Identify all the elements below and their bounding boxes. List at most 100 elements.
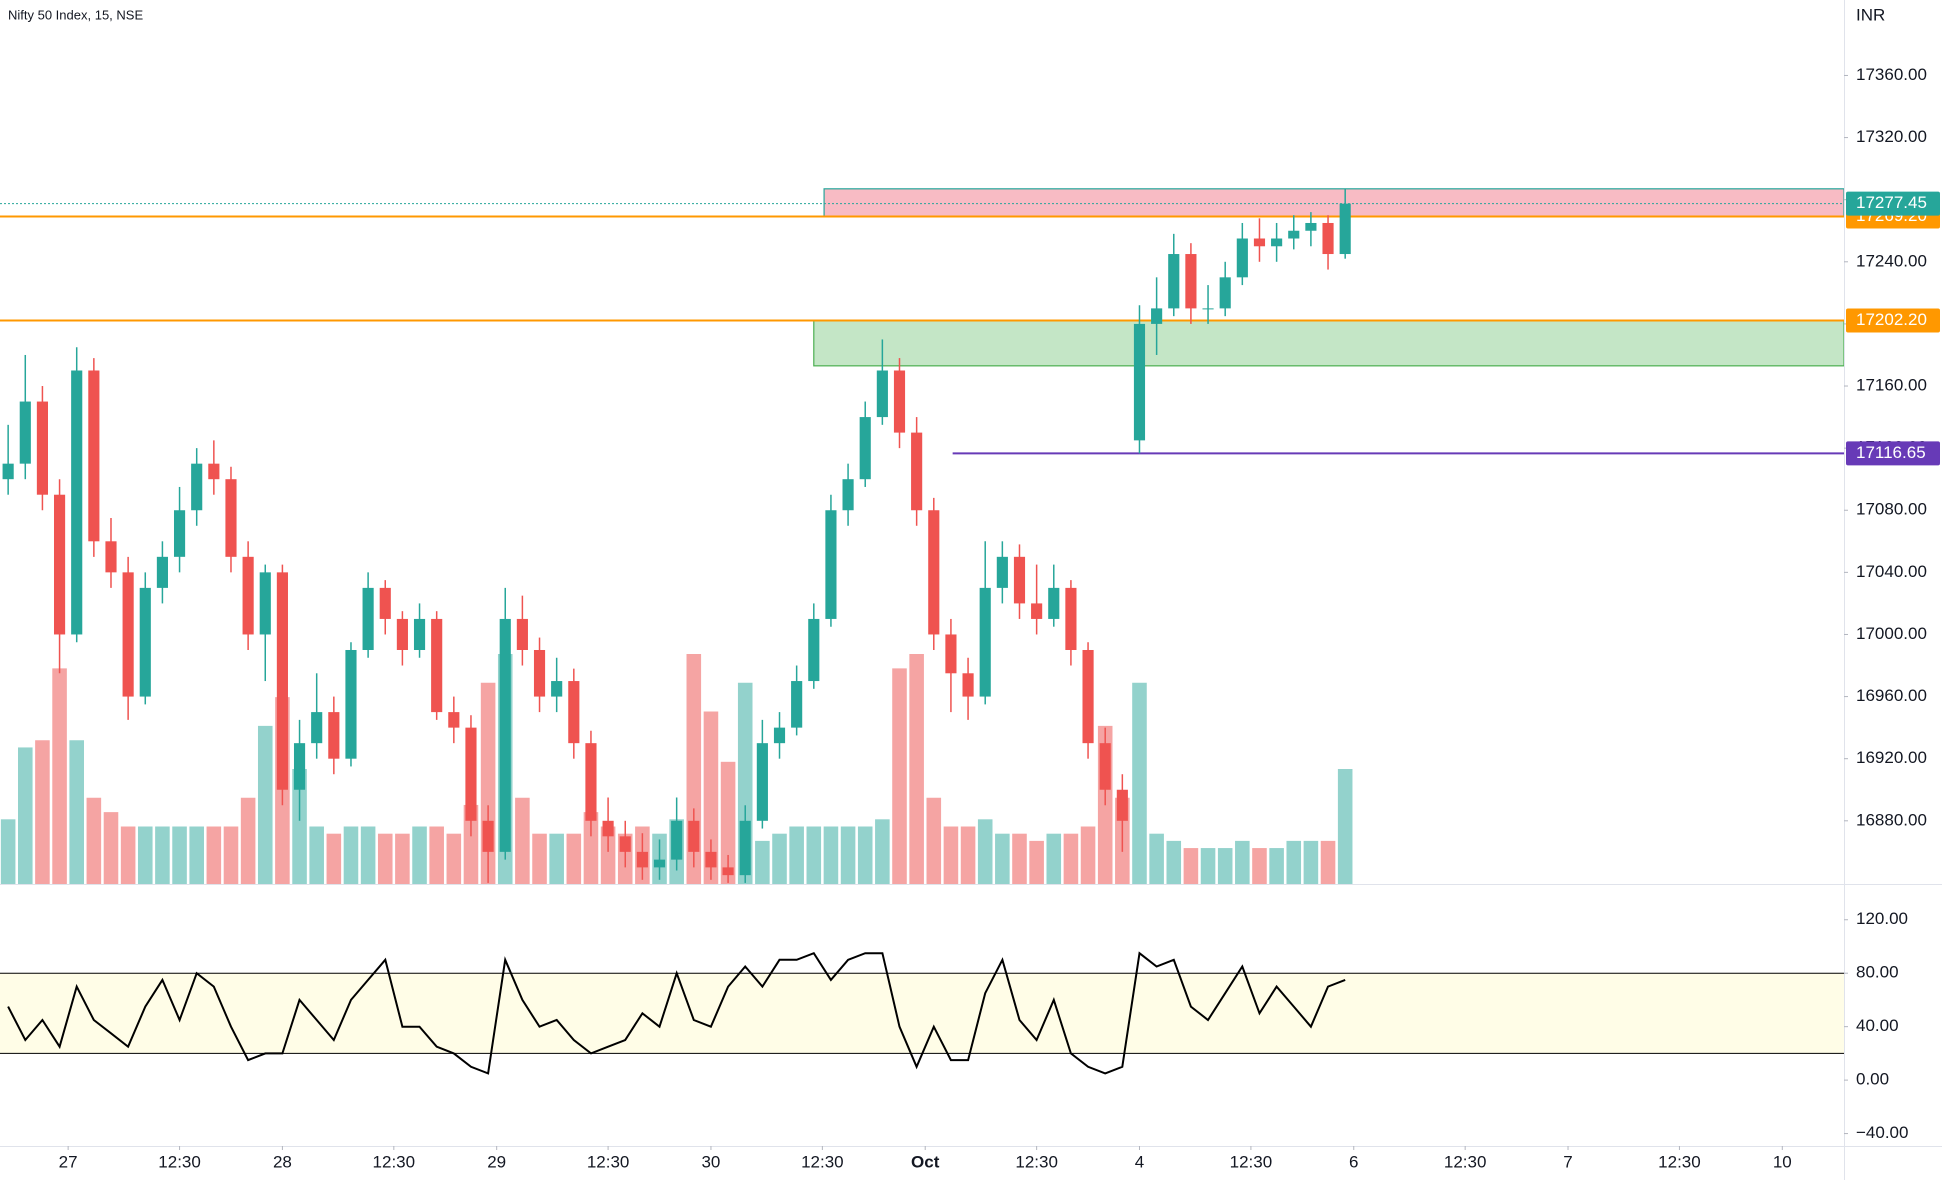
candle-body bbox=[1339, 203, 1351, 255]
candle-body bbox=[859, 417, 871, 480]
y-tick-label: 16960.00 bbox=[1856, 686, 1927, 705]
candle-body bbox=[808, 618, 820, 682]
candle-body bbox=[1048, 587, 1060, 619]
candle-body bbox=[928, 510, 940, 635]
y-tick-label: 17040.00 bbox=[1856, 562, 1927, 581]
volume-bar bbox=[960, 826, 976, 884]
volume-bar bbox=[600, 826, 616, 884]
candle-body bbox=[122, 572, 134, 697]
volume-bar bbox=[1149, 833, 1164, 884]
volume-bar bbox=[926, 797, 942, 884]
x-tick-label: 12:30 bbox=[373, 1152, 416, 1171]
candle-body bbox=[842, 479, 854, 511]
volume-bar bbox=[789, 826, 804, 884]
x-tick-label: 10 bbox=[1773, 1152, 1792, 1171]
candle-body bbox=[36, 401, 48, 495]
y-tick-label: 16920.00 bbox=[1856, 748, 1927, 767]
volume-bar bbox=[429, 826, 444, 884]
candle-body bbox=[225, 479, 237, 557]
candle-body bbox=[619, 836, 631, 852]
volume-bar bbox=[360, 826, 376, 884]
osc-y-tick-label: −40.00 bbox=[1856, 1123, 1908, 1142]
volume-bar bbox=[1046, 833, 1062, 884]
candle-body bbox=[671, 820, 683, 860]
osc-y-tick-label: 80.00 bbox=[1856, 963, 1899, 982]
volume-bar bbox=[1080, 826, 1096, 884]
volume-bar bbox=[223, 826, 239, 884]
candle-body bbox=[413, 618, 426, 650]
candle-body bbox=[756, 743, 768, 821]
candle-body bbox=[773, 727, 786, 744]
candle-body bbox=[516, 618, 528, 650]
volume-bar bbox=[189, 826, 204, 884]
volume-bar bbox=[583, 812, 599, 884]
last-price-label-box bbox=[1846, 191, 1940, 216]
candle-body bbox=[825, 510, 837, 619]
volume-bar bbox=[292, 769, 307, 884]
candle-body bbox=[945, 634, 957, 674]
candle-body bbox=[1031, 603, 1043, 619]
candle-body bbox=[688, 820, 700, 852]
x-tick-label: 30 bbox=[701, 1152, 720, 1171]
candle-body bbox=[876, 370, 888, 418]
candle-body bbox=[791, 681, 803, 728]
volume-bar bbox=[377, 833, 393, 884]
x-tick-label: 29 bbox=[487, 1152, 506, 1171]
volume-bar bbox=[1132, 682, 1147, 884]
volume-bar bbox=[823, 826, 839, 884]
candle-body bbox=[962, 673, 974, 697]
volume-bar bbox=[1183, 848, 1199, 884]
candle-body bbox=[191, 463, 203, 511]
osc-y-tick-label: 120.00 bbox=[1856, 909, 1908, 928]
zone bbox=[823, 188, 1845, 218]
level-label-box bbox=[1846, 308, 1940, 333]
x-tick-label: 12:30 bbox=[158, 1152, 201, 1171]
volume-bar bbox=[0, 819, 16, 884]
x-tick-label: Oct bbox=[911, 1152, 940, 1171]
candle-body bbox=[1116, 789, 1128, 821]
volume-bar bbox=[120, 826, 136, 884]
candle-body bbox=[499, 618, 511, 852]
candle-body bbox=[328, 712, 340, 759]
volume-bar bbox=[1029, 840, 1044, 884]
volume-bar bbox=[943, 826, 959, 884]
y-tick-label: 17240.00 bbox=[1856, 251, 1927, 270]
volume-bar bbox=[326, 833, 342, 884]
chart-title: Nifty 50 Index, 15, NSE bbox=[8, 7, 143, 22]
volume-bar bbox=[703, 711, 719, 884]
candle-body bbox=[482, 820, 494, 852]
candle-body bbox=[1219, 277, 1231, 309]
volume-bar bbox=[257, 725, 273, 884]
candle-body bbox=[1271, 238, 1283, 247]
candle-body bbox=[1288, 230, 1300, 239]
candle-body bbox=[911, 432, 923, 511]
candle-body bbox=[1253, 238, 1266, 247]
y-tick-label: 17080.00 bbox=[1856, 500, 1927, 519]
volume-bar bbox=[1166, 840, 1182, 884]
x-tick-label: 12:30 bbox=[801, 1152, 844, 1171]
candle-body bbox=[53, 494, 66, 635]
candle-body bbox=[1236, 238, 1248, 278]
volume-bar bbox=[137, 826, 153, 884]
volume-bar bbox=[86, 797, 102, 884]
candle-body bbox=[996, 556, 1008, 588]
candle-body bbox=[1305, 222, 1317, 231]
candle-body bbox=[585, 743, 597, 821]
volume-bar bbox=[240, 797, 256, 884]
volume-bar bbox=[875, 819, 890, 884]
volume-bar bbox=[52, 668, 67, 884]
volume-bar bbox=[806, 826, 822, 884]
volume-bar bbox=[1200, 848, 1216, 884]
volume-bar bbox=[395, 833, 410, 884]
x-tick-label: 27 bbox=[59, 1152, 78, 1171]
y-tick-label: 17160.00 bbox=[1856, 376, 1927, 395]
candle-body bbox=[379, 587, 391, 619]
candle-body bbox=[173, 510, 186, 557]
candle-body bbox=[448, 712, 460, 728]
level-label-box bbox=[1846, 441, 1940, 466]
volume-bar bbox=[720, 761, 736, 884]
candle-body bbox=[345, 649, 357, 759]
level-label: 17202.20 bbox=[1856, 310, 1927, 329]
volume-bar bbox=[515, 797, 530, 884]
volume-bar bbox=[840, 826, 856, 884]
